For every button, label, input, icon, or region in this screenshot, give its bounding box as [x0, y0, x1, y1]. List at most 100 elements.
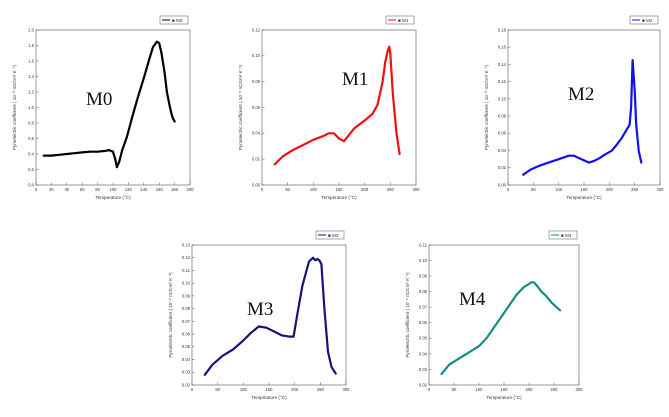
data-point: [588, 161, 590, 164]
x-tick-label: 150: [266, 387, 274, 392]
data-point: [312, 138, 315, 141]
data-point: [398, 153, 401, 155]
x-tick-label: 150: [501, 387, 509, 392]
y-tick-label: 1.6: [28, 58, 34, 63]
data-point: [112, 150, 114, 153]
y-tick-label: 0.12: [498, 79, 507, 84]
y-tick-label: 0.16: [498, 45, 507, 50]
y-tick-label: 2.0: [28, 27, 34, 32]
data-point: [308, 260, 310, 263]
data-point: [440, 373, 443, 376]
data-point: [125, 136, 128, 138]
data-point: [136, 97, 139, 100]
x-axis-label: Temperature (°C): [251, 395, 287, 400]
data-point: [322, 135, 325, 137]
y-axis-label: Pyroelectric coefficient ( 10⁻⁸ nC/cm² K…: [238, 64, 243, 150]
data-point: [631, 59, 634, 62]
data-point: [334, 372, 337, 375]
data-point: [572, 154, 575, 157]
y-tick-label: 0.02: [252, 157, 261, 162]
data-point: [312, 256, 315, 259]
y-tick-label: 0.11: [182, 268, 191, 273]
data-point: [118, 160, 121, 163]
x-tick-label: 0: [191, 387, 194, 392]
data-point: [463, 354, 465, 357]
data-point: [547, 161, 550, 164]
data-point: [330, 366, 333, 369]
y-tick-label: 0.13: [182, 242, 191, 247]
data-point: [114, 158, 117, 161]
y-tick-label: 0.14: [498, 62, 507, 67]
y-tick-label: 0.04: [498, 148, 507, 153]
data-point: [302, 144, 304, 146]
x-tick-label: 250: [387, 187, 395, 192]
legend-label: ■ M2: [642, 18, 653, 23]
x-axis-label: Temperature (°C): [566, 195, 602, 200]
data-point: [537, 165, 540, 167]
data-point: [557, 158, 560, 161]
data-point: [395, 132, 398, 135]
y-tick-label: 0.10: [498, 96, 507, 101]
y-tick-label: 0.04: [182, 357, 191, 362]
x-tick-label: 250: [551, 387, 559, 392]
data-point: [628, 123, 631, 126]
data-point: [81, 151, 84, 154]
data-point: [301, 284, 304, 287]
data-point: [530, 281, 533, 284]
panel-label: M1: [342, 69, 368, 90]
data-point: [343, 140, 346, 142]
x-tick-label: 300: [413, 187, 421, 192]
data-point: [550, 301, 553, 304]
chart-panel-m0: 0 20 40 60 80 100 120 140 160 180 200 0.0 0.2 0.4 0.6 0…: [12, 15, 195, 200]
y-tick-label: 0.06: [252, 105, 261, 110]
y-tick-label: 0.8: [28, 120, 34, 125]
y-tick-label: 0.09: [182, 293, 191, 298]
series-line: [273, 45, 401, 166]
y-tick-label: 0.02: [498, 165, 507, 170]
legend-box: [385, 15, 415, 25]
y-tick-label: 0.2: [28, 167, 34, 172]
y-axis-label: Pyroelectric coefficient ( 10⁻⁸ nC/cm² K…: [405, 272, 410, 358]
data-point: [455, 359, 458, 362]
plot-frame: [35, 29, 191, 186]
x-tick-label: 0: [261, 187, 264, 192]
legend-box: [548, 230, 578, 240]
x-tick-label: 40: [64, 187, 69, 192]
y-tick-label: 0.10: [419, 258, 428, 263]
data-point: [621, 136, 623, 139]
x-tick-label: 100: [110, 187, 118, 192]
data-point: [221, 354, 224, 357]
data-point: [610, 149, 613, 152]
data-point: [291, 149, 294, 152]
data-point: [142, 77, 145, 79]
data-point: [288, 335, 291, 338]
data-point: [593, 159, 596, 162]
legend-label: ■ M4: [561, 233, 572, 238]
data-point: [363, 119, 366, 122]
x-tick-label: 200: [187, 187, 195, 192]
x-tick-label: 100: [555, 187, 563, 192]
x-tick-label: 300: [343, 387, 351, 392]
data-point: [115, 166, 118, 169]
data-point: [537, 286, 539, 288]
data-point: [131, 115, 134, 118]
data-point: [121, 149, 124, 152]
chart-panel-m3: 0 50 100 150 200 250 300 0.02 0.03 0.04 0.05 0.06 0.…: [168, 230, 351, 400]
y-tick-label: 1.8: [28, 43, 34, 48]
x-tick-label: 120: [125, 187, 133, 192]
y-tick-label: 0.10: [252, 53, 261, 58]
y-axis-label: Pyroelectric coefficient ( 10⁻⁸ nC/cm² K…: [168, 272, 173, 358]
y-tick-label: 0.4: [28, 151, 34, 156]
y-tick-label: 0.07: [182, 319, 191, 324]
y-tick-label: 0.08: [419, 289, 428, 294]
data-point: [327, 132, 330, 135]
data-point: [508, 304, 510, 307]
x-tick-label: 200: [291, 387, 299, 392]
data-point: [598, 157, 601, 160]
y-axis-label: Pyroelectric coefficient ( 10⁻⁸ nC/cm² K…: [484, 64, 489, 150]
data-point: [529, 168, 532, 171]
x-tick-label: 180: [171, 187, 179, 192]
x-tick-label: 140: [140, 187, 148, 192]
data-point: [528, 282, 530, 285]
data-point: [257, 325, 260, 328]
